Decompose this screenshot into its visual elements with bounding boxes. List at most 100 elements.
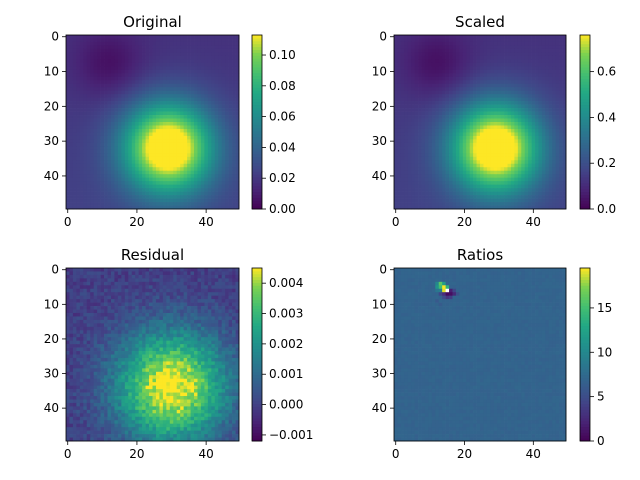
heatmap-cell (110, 167, 115, 172)
heatmap-cell (442, 76, 446, 81)
heatmap-cell (114, 135, 119, 140)
heatmap-cell (176, 45, 181, 50)
heatmap-cell (449, 163, 453, 168)
heatmap-cell (438, 115, 443, 119)
heatmap-cell (66, 174, 70, 179)
heatmap-cell (131, 181, 136, 185)
heatmap-cell (500, 101, 505, 105)
heatmap-cell (397, 73, 402, 78)
heatmap-cell (76, 198, 81, 203)
heatmap-cell (480, 149, 484, 154)
heatmap-cell (211, 104, 216, 109)
heatmap-cell (449, 160, 453, 165)
heatmap-cell (421, 87, 426, 92)
heatmap-cell (124, 41, 129, 46)
heatmap-cell (545, 198, 550, 203)
heatmap-cell (138, 80, 143, 85)
heatmap-cell (72, 118, 77, 123)
heatmap-cell (117, 202, 122, 206)
heatmap-cell (473, 118, 477, 123)
heatmap-cell (438, 177, 443, 182)
heatmap-cell (514, 66, 519, 71)
heatmap-cell (538, 38, 543, 43)
heatmap-cell (400, 135, 405, 140)
heatmap-cell (449, 115, 453, 119)
heatmap-cell (504, 48, 508, 53)
heatmap-cell (538, 104, 543, 109)
heatmap-cell (435, 94, 440, 98)
heatmap-cell (214, 146, 219, 151)
heatmap-cell (86, 184, 91, 189)
heatmap-cell (552, 118, 557, 123)
heatmap-cell (394, 41, 398, 46)
heatmap-cell (411, 38, 415, 43)
heatmap-cell (504, 198, 508, 203)
heatmap-cell (180, 48, 184, 53)
heatmap-cell (72, 156, 77, 161)
heatmap-cell (538, 76, 543, 81)
heatmap-cell (194, 146, 198, 151)
heatmap-cell (521, 142, 526, 147)
heatmap-cell (131, 156, 136, 161)
heatmap-cell (411, 184, 415, 189)
heatmap-cell (72, 62, 77, 67)
heatmap-cell (97, 202, 101, 206)
heatmap-cell (90, 115, 95, 119)
heatmap-cell (180, 128, 184, 133)
heatmap-cell (521, 184, 526, 189)
heatmap-cell (500, 188, 505, 192)
heatmap-cell (507, 90, 512, 95)
heatmap-cell (190, 139, 195, 144)
heatmap-cell (90, 184, 95, 189)
heatmap-cell (462, 55, 467, 60)
heatmap-cell (452, 104, 457, 109)
heatmap-cell (183, 128, 188, 133)
heatmap-cell (235, 205, 240, 210)
heatmap-cell (462, 52, 467, 57)
heatmap-cell (197, 66, 202, 71)
heatmap-cell (107, 156, 112, 161)
heatmap-cell (476, 101, 481, 105)
heatmap-cell (414, 76, 419, 81)
heatmap-cell (535, 69, 539, 74)
heatmap-cell (428, 142, 433, 147)
heatmap-cell (407, 135, 412, 140)
heatmap-cell (548, 45, 553, 50)
heatmap-cell (97, 142, 101, 147)
heatmap-cell (76, 195, 81, 199)
y-tick-label: 10 (44, 65, 59, 79)
heatmap-cell (221, 101, 226, 105)
heatmap-cell (69, 128, 74, 133)
heatmap-cell (473, 188, 477, 192)
heatmap-cell (211, 90, 216, 95)
heatmap-cell (400, 128, 405, 133)
heatmap-cell (493, 122, 498, 126)
heatmap-cell (225, 104, 229, 109)
heatmap-cell (524, 59, 529, 64)
heatmap-cell (476, 41, 481, 46)
heatmap-cell (445, 198, 450, 203)
heatmap-cell (110, 188, 115, 192)
heatmap-cell (83, 202, 88, 206)
heatmap-cell (524, 191, 529, 196)
heatmap-cell (218, 48, 223, 53)
heatmap-cell (414, 66, 419, 71)
heatmap-cell (445, 73, 450, 78)
heatmap-cell (552, 38, 557, 43)
heatmap-cell (531, 52, 536, 57)
heatmap-cell (445, 87, 450, 92)
heatmap-cell (394, 48, 398, 53)
heatmap-cell (76, 205, 81, 210)
heatmap-cell (411, 45, 415, 50)
heatmap-cell (124, 191, 129, 196)
heatmap-cell (476, 38, 481, 43)
heatmap-cell (541, 66, 546, 71)
heatmap-cell (232, 48, 236, 53)
heatmap-cell (204, 181, 209, 185)
heatmap-cell (221, 149, 226, 154)
heatmap-cell (452, 122, 457, 126)
heatmap-cell (131, 48, 136, 53)
heatmap-cell (155, 170, 160, 175)
heatmap-cell (110, 153, 115, 158)
heatmap-cell (394, 55, 398, 60)
